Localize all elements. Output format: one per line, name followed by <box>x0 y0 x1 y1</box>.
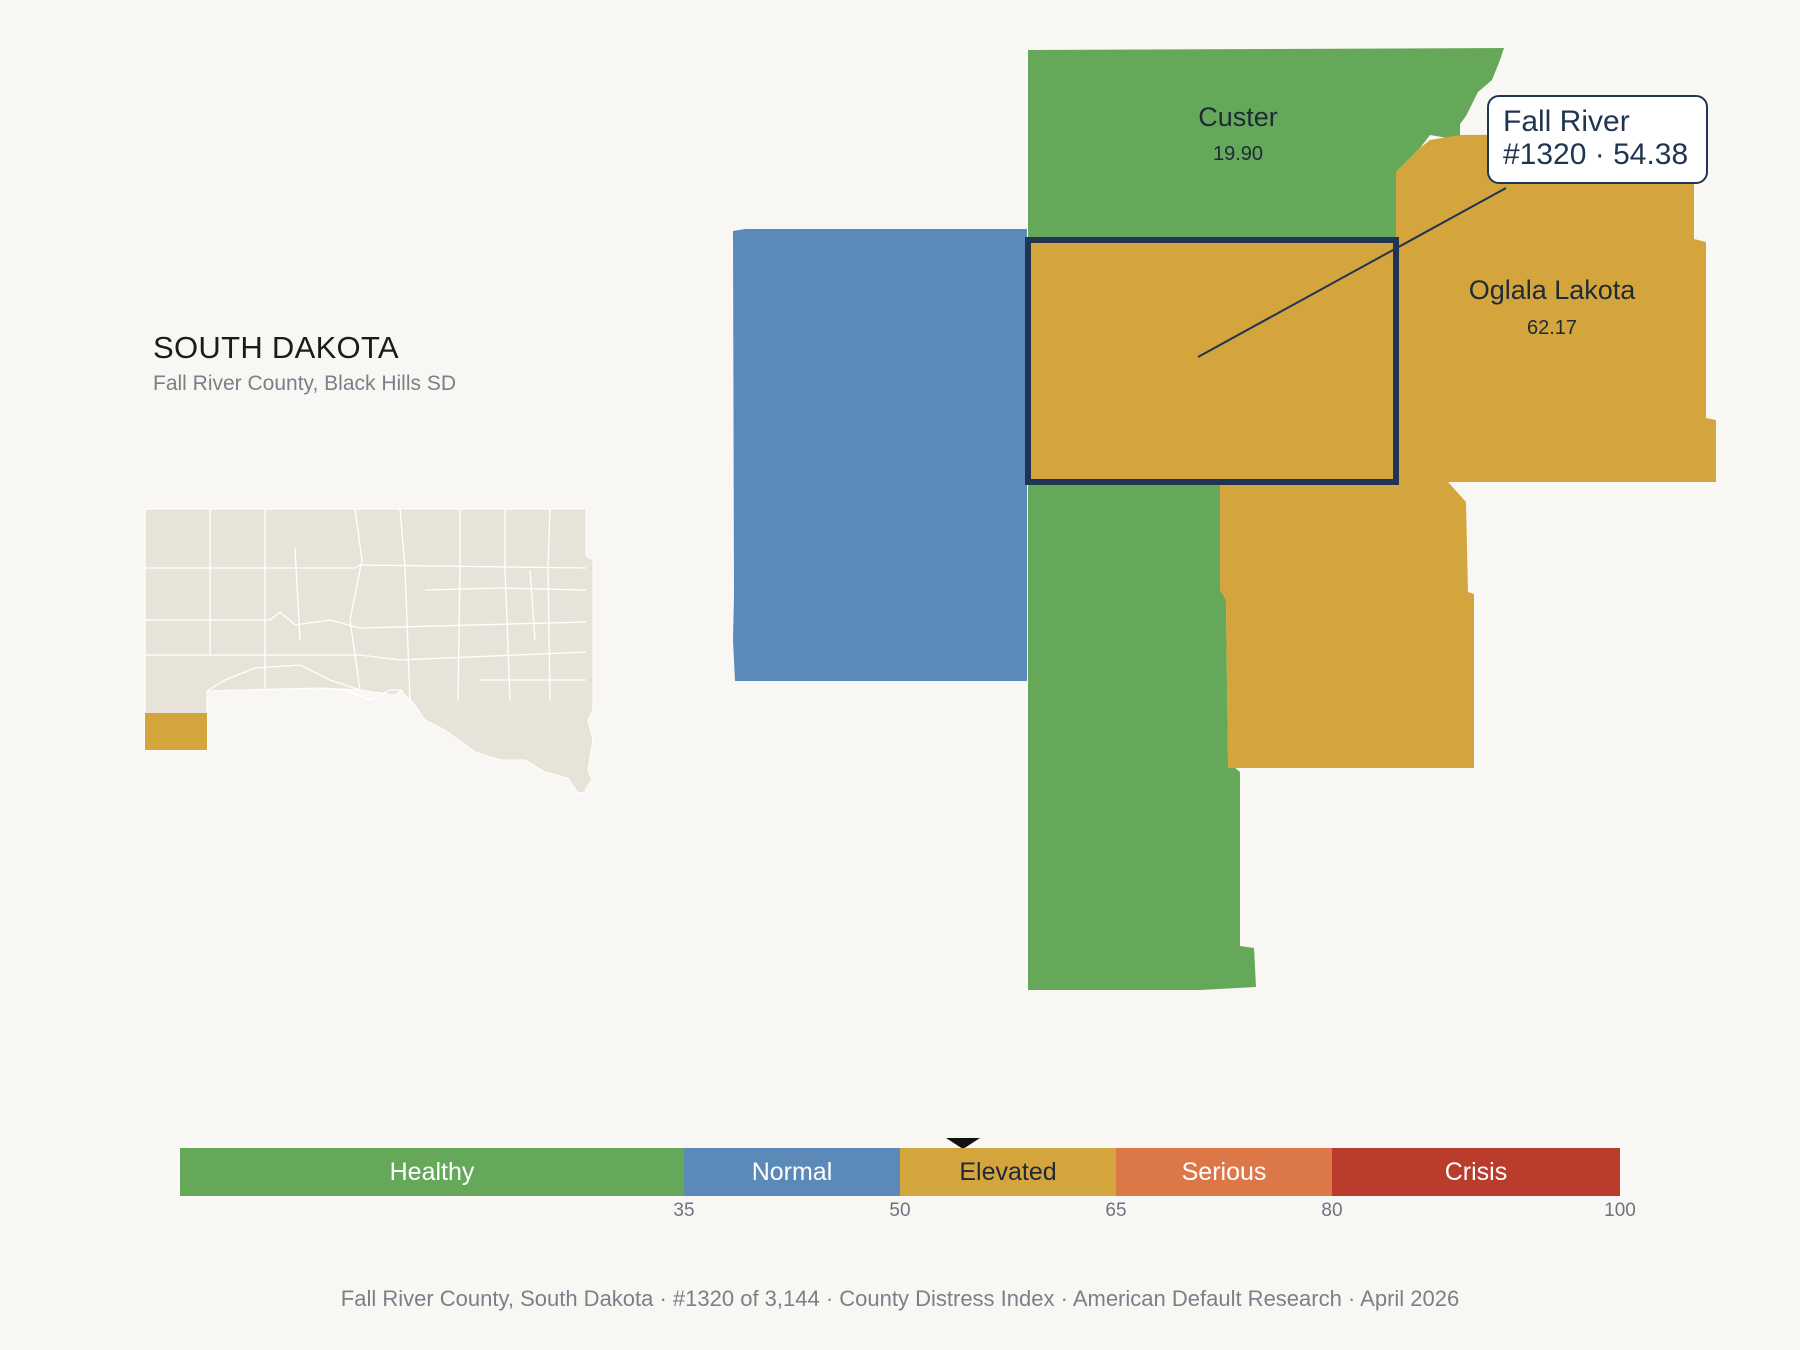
county-custer-label: Custer <box>1198 102 1278 132</box>
county-south-neighbor[interactable] <box>1028 482 1256 990</box>
distress-legend: Healthy Normal Elevated Serious Crisis <box>180 1148 1620 1196</box>
callout-leader-line <box>1197 187 1507 358</box>
legend-tick-100: 100 <box>1604 1200 1636 1221</box>
legend-band-normal: Normal <box>684 1148 900 1196</box>
state-subtitle: Fall River County, Black Hills SD <box>153 372 457 395</box>
footer-caption: Fall River County, South Dakota · #1320 … <box>340 1286 1460 1311</box>
county-fall-river[interactable] <box>1025 237 1399 485</box>
state-name: SOUTH DAKOTA <box>153 330 399 365</box>
legend-tick-35: 35 <box>673 1200 695 1221</box>
legend-band-serious: Serious <box>1116 1148 1332 1196</box>
legend-tick-50: 50 <box>889 1200 911 1221</box>
legend-tick-80: 80 <box>1321 1200 1343 1221</box>
detail-map: Custer 19.90 Oglala Lakota 62.17 <box>733 48 1716 990</box>
county-southeast-neighbor[interactable] <box>1220 482 1474 768</box>
county-west-neighbor[interactable] <box>733 229 1027 681</box>
county-custer[interactable] <box>1028 48 1504 240</box>
county-custer-score: 19.90 <box>1213 143 1263 165</box>
state-inset-map <box>144 508 594 794</box>
inset-county-lines <box>145 508 587 701</box>
inset-state-shape <box>144 508 594 794</box>
callout-rank-score: #1320 · 54.38 <box>1503 138 1689 171</box>
score-marker-icon <box>946 1138 981 1149</box>
inset-fall-river-highlight <box>145 713 207 750</box>
legend-tick-65: 65 <box>1105 1200 1127 1221</box>
legend-band-healthy: Healthy <box>180 1148 684 1196</box>
legend-band-elevated: Elevated <box>900 1148 1116 1196</box>
county-oglala-lakota[interactable] <box>1396 133 1716 482</box>
county-map: Custer 19.90 Oglala Lakota 62.17 <box>144 48 1716 990</box>
county-oglala-lakota-score: 62.17 <box>1527 317 1577 339</box>
county-oglala-lakota-label: Oglala Lakota <box>1469 275 1637 305</box>
callout-county-name: Fall River <box>1503 105 1630 138</box>
state-heading: SOUTH DAKOTA Fall River County, Black Hi… <box>153 330 456 396</box>
fall-river-callout: Fall River #1320 · 54.38 <box>1487 95 1708 184</box>
legend-band-crisis: Crisis <box>1332 1148 1620 1196</box>
